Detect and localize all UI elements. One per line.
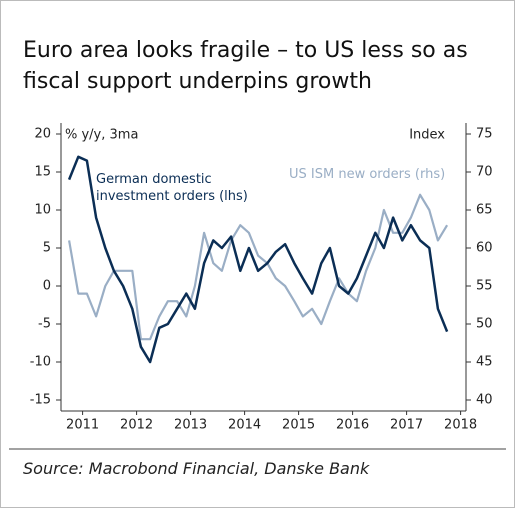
y-axis-label: % y/y, 3ma — [65, 128, 138, 143]
x-tick-label: 2011 — [66, 418, 99, 433]
y2-tick-label: 55 — [476, 279, 493, 294]
y-tick-label: -10 — [30, 355, 51, 370]
y-tick-label: 5 — [43, 241, 51, 256]
y-tick-label: 20 — [34, 127, 51, 142]
source: Source: Macrobond Financial, Danske Bank — [23, 459, 370, 478]
x-tick-label: 2017 — [390, 418, 423, 433]
y-tick-label: 15 — [34, 165, 51, 180]
y-tick-label: 10 — [34, 203, 51, 218]
y-tick-label: -15 — [30, 393, 51, 408]
x-tick-label: 2014 — [228, 418, 261, 433]
y-tick-label: -5 — [38, 317, 51, 332]
y2-tick-label: 70 — [476, 165, 493, 180]
y2-axis-label: Index — [409, 128, 445, 143]
y2-tick-label: 40 — [476, 393, 493, 408]
x-tick-label: 2016 — [336, 418, 369, 433]
y2-tick-label: 65 — [476, 203, 493, 218]
legend-label: US ISM new orders (rhs) — [289, 167, 446, 182]
y2-tick-label: 60 — [476, 241, 493, 256]
y2-tick-label: 50 — [476, 317, 493, 332]
y-tick-label: 0 — [43, 279, 51, 294]
x-tick-label: 2013 — [174, 418, 207, 433]
x-tick-label: 2012 — [120, 418, 153, 433]
y2-tick-label: 45 — [476, 355, 493, 370]
y2-tick-label: 75 — [476, 127, 493, 142]
x-tick-label: 2015 — [282, 418, 315, 433]
series-line — [68, 193, 449, 341]
chart-title: Euro area looks fragile – to US less so … — [23, 38, 468, 94]
series-line — [67, 155, 449, 364]
legend-label: German domestic investment orders (lhs) — [96, 172, 248, 204]
x-tick-label: 2018 — [444, 418, 477, 433]
